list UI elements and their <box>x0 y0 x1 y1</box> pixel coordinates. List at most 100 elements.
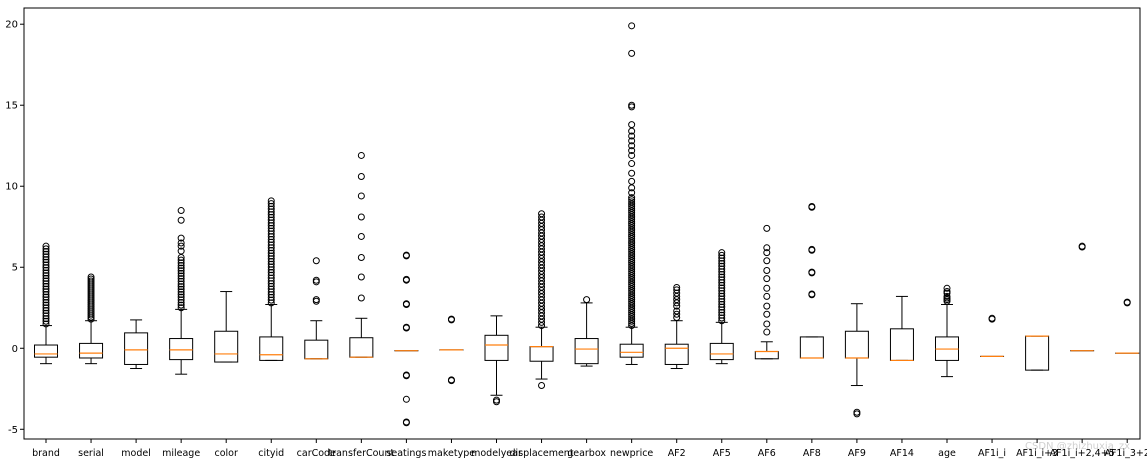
box-AF9 <box>844 303 869 418</box>
outlier-point <box>718 254 726 262</box>
outlier-point <box>42 304 50 312</box>
x-tick-label: color <box>214 448 237 459</box>
outlier-point <box>628 228 636 236</box>
outlier-point <box>628 196 636 204</box>
outlier-point <box>628 217 636 225</box>
box-carCode <box>304 257 329 360</box>
outlier-point <box>628 259 636 267</box>
outlier-point <box>42 269 50 277</box>
outlier-point <box>42 274 50 282</box>
outlier-point <box>628 207 636 215</box>
outlier-point <box>943 292 951 300</box>
outlier-point <box>943 284 951 292</box>
outlier-point <box>718 317 726 325</box>
outlier-point <box>177 296 185 304</box>
x-tick-label: AF2 <box>668 448 686 459</box>
outlier-point <box>628 278 636 286</box>
x-tick-label: AF8 <box>803 448 821 459</box>
outlier-point <box>177 247 185 255</box>
iqr-box <box>889 328 914 361</box>
outlier-point <box>628 226 636 234</box>
outlier-point <box>42 261 50 269</box>
outlier-point <box>628 274 636 282</box>
outlier-point <box>718 287 726 295</box>
outlier-point <box>763 224 771 232</box>
outlier-point <box>42 272 50 280</box>
box-AF5 <box>709 249 734 365</box>
iqr-box <box>304 339 329 360</box>
box-age <box>935 284 959 378</box>
outlier-point <box>42 288 50 296</box>
outlier-point <box>628 300 636 308</box>
outlier-point <box>42 253 50 261</box>
plot-area <box>34 22 1140 427</box>
outlier-point <box>177 272 185 280</box>
outlier-point <box>177 259 185 267</box>
box-AF2 <box>664 284 689 370</box>
outlier-point <box>42 266 50 274</box>
outlier-point <box>628 263 636 271</box>
outlier-point <box>628 22 636 30</box>
outlier-point <box>718 314 726 322</box>
axes-frame <box>23 7 1141 440</box>
outlier-point <box>177 239 185 247</box>
outlier-point <box>583 296 591 304</box>
outlier-point <box>312 296 320 304</box>
outlier-point <box>357 232 365 240</box>
outlier-point <box>718 276 726 284</box>
outlier-point <box>628 302 636 310</box>
outlier-point <box>177 216 185 224</box>
outlier-point <box>42 256 50 264</box>
outlier-point <box>628 137 636 145</box>
outlier-point <box>177 207 185 215</box>
outlier-point <box>628 224 636 232</box>
x-tick-label: displacement <box>510 448 574 459</box>
outlier-point <box>718 303 726 311</box>
outlier-point <box>267 197 275 205</box>
outlier-point <box>42 264 50 272</box>
outlier-point <box>42 245 50 253</box>
outlier-point <box>628 233 636 241</box>
iqr-box <box>484 334 509 361</box>
outlier-point <box>628 322 636 330</box>
outlier-point <box>87 277 95 285</box>
outlier-point <box>718 292 726 300</box>
outlier-point <box>628 246 636 254</box>
x-tick-label: AF14 <box>890 448 914 459</box>
x-tick-label: seatings <box>386 448 426 459</box>
outlier-point <box>628 287 636 295</box>
outlier-point <box>628 270 636 278</box>
outlier-point <box>87 275 95 283</box>
outlier-point <box>628 222 636 230</box>
x-tick-label: maketype <box>428 448 475 459</box>
y-tick-label: 20 <box>5 20 18 31</box>
outlier-point <box>628 291 636 299</box>
outlier-point <box>673 310 681 318</box>
outlier-point <box>177 269 185 277</box>
box-cityid <box>259 197 284 361</box>
outlier-point <box>42 280 50 288</box>
outlier-point <box>312 276 320 284</box>
outlier-point <box>357 213 365 221</box>
box-AF1i_3+2 <box>1115 298 1140 354</box>
iqr-box <box>34 344 58 358</box>
outlier-point <box>628 319 636 327</box>
outlier-point <box>718 265 726 273</box>
outlier-point <box>628 317 636 325</box>
outlier-point <box>763 266 771 274</box>
outlier-point <box>628 160 636 168</box>
outlier-point <box>673 286 681 294</box>
outlier-point <box>538 210 546 218</box>
outlier-point <box>42 299 50 307</box>
outlier-point <box>628 313 636 321</box>
outlier-point <box>718 300 726 308</box>
y-tick-label: 0 <box>12 344 18 355</box>
box-AF1i_i+3 <box>1025 335 1050 371</box>
outlier-point <box>42 242 50 250</box>
outlier-point <box>628 256 636 264</box>
box-seatings <box>394 251 419 427</box>
outlier-point <box>718 281 726 289</box>
outlier-point <box>312 257 320 265</box>
y-tick-label: 5 <box>12 263 18 274</box>
iqr-box <box>664 343 689 365</box>
